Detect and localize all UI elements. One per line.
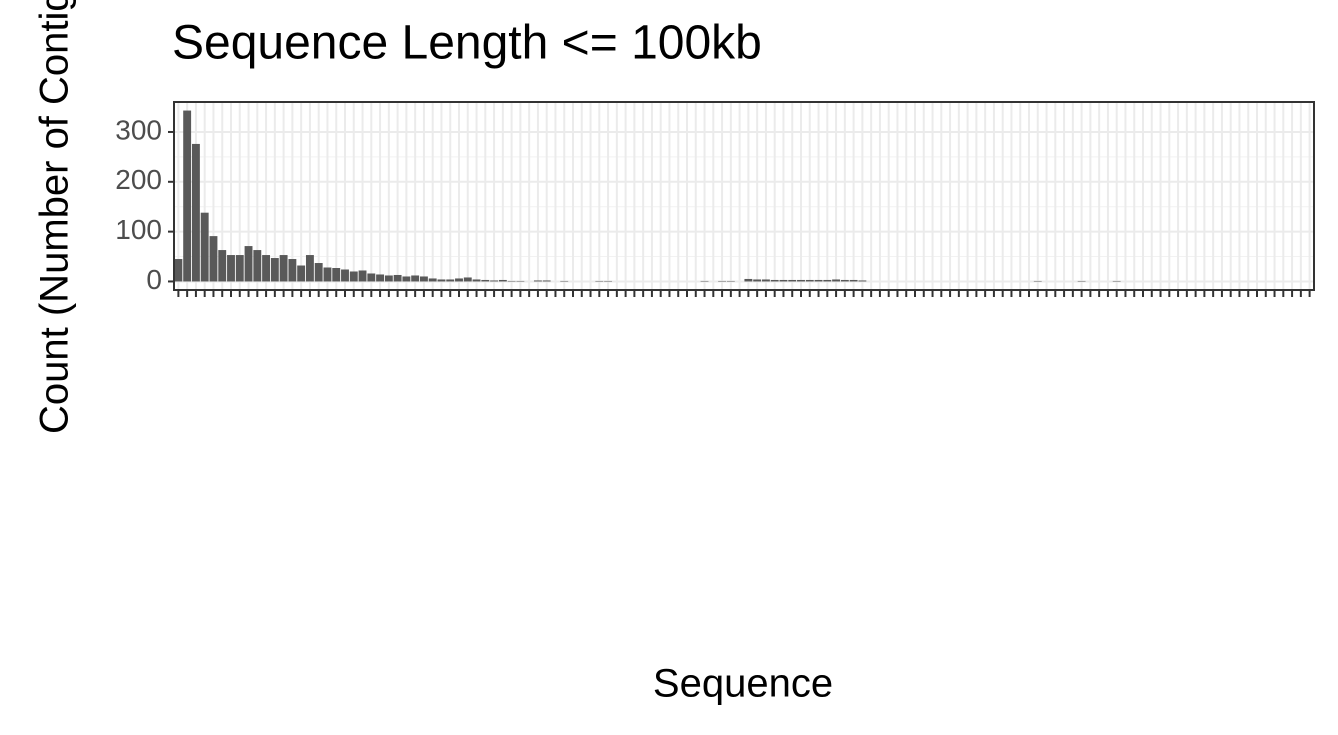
bar: [814, 279, 823, 282]
bar: [542, 280, 551, 282]
plot-panel: [174, 102, 1314, 290]
bar: [788, 279, 797, 282]
bar: [174, 259, 183, 282]
bar: [227, 255, 235, 282]
bar: [323, 267, 332, 282]
y-axis-label: Count (Number of Contigs): [33, 0, 77, 434]
bar: [279, 255, 288, 282]
bar: [393, 274, 402, 282]
bar: [376, 274, 385, 282]
bar: [297, 265, 306, 282]
bar: [218, 250, 227, 282]
bar: [779, 279, 788, 282]
bar: [262, 255, 271, 282]
bar: [770, 279, 779, 282]
bar: [411, 275, 420, 282]
bar: [358, 270, 367, 282]
bar: [858, 280, 867, 282]
y-tick-label: 100: [115, 214, 162, 245]
bar: [367, 273, 376, 282]
bar: [349, 271, 358, 282]
bar: [419, 276, 428, 282]
bar: [183, 110, 192, 282]
bar: [437, 279, 446, 282]
bar: [428, 278, 437, 282]
y-tick-label: 0: [146, 264, 162, 295]
bar: [446, 279, 455, 282]
bar: [270, 258, 279, 282]
bar: [849, 279, 858, 282]
bar: [191, 143, 200, 282]
bar: [823, 279, 832, 282]
x-axis-label: Sequence: [653, 662, 833, 706]
bar: [288, 259, 297, 282]
chart-title: Sequence Length <= 100kb: [172, 17, 762, 70]
bar: [481, 279, 490, 282]
bar: [305, 255, 314, 282]
bar: [253, 250, 262, 282]
bar: [498, 279, 507, 282]
bar: [761, 279, 770, 282]
y-tick-label: 300: [115, 114, 162, 145]
y-tick-label: 200: [115, 164, 162, 195]
bar: [200, 212, 209, 282]
bar: [472, 279, 481, 282]
bar: [332, 268, 341, 282]
bar: [832, 279, 841, 282]
bar: [533, 280, 542, 282]
bar: [797, 279, 805, 282]
bar: [341, 269, 349, 282]
bar: [805, 279, 814, 282]
bar: [455, 278, 463, 282]
bar: [244, 246, 253, 282]
plot-border: [173, 101, 1315, 291]
bar: [490, 280, 499, 282]
bar: [235, 255, 244, 282]
bar: [463, 277, 472, 282]
bar: [744, 278, 753, 282]
bar: [753, 279, 762, 282]
bar: [209, 236, 218, 282]
bar: [314, 263, 323, 282]
bar: [384, 275, 393, 282]
bar: [840, 279, 849, 282]
bar: [402, 276, 411, 282]
